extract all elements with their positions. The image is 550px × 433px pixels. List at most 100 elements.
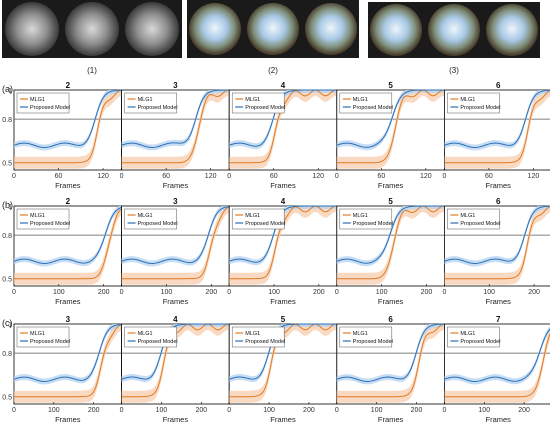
proposed-confidence-band	[336, 206, 445, 267]
x-tick-label: 0	[227, 173, 231, 180]
panel-title: 5	[388, 82, 393, 90]
mlg1-confidence-band	[121, 206, 230, 285]
mlg1-confidence-band	[336, 206, 445, 285]
proposed-model-line	[121, 206, 230, 264]
x-tick-label: 200	[205, 289, 217, 296]
fisheye-image	[65, 2, 119, 56]
x-axis-label: Frames	[270, 415, 296, 424]
legend-entry-mlg1: MLG1	[138, 213, 153, 219]
x-tick-label: 200	[88, 407, 100, 414]
x-tick-label: 60	[377, 173, 385, 180]
x-tick-label: 200	[303, 407, 315, 414]
panel: 5 MLG1 Proposed Model 0 60 120 Frames	[335, 82, 445, 190]
proposed-confidence-band	[14, 206, 122, 267]
row-label: (b)	[2, 200, 13, 210]
legend-entry-proposed: Proposed Model	[460, 339, 500, 345]
x-axis-label: Frames	[485, 181, 511, 190]
x-tick-label: 0	[442, 407, 446, 414]
x-tick-label: 100	[478, 407, 490, 414]
proposed-confidence-band	[444, 326, 550, 385]
x-tick-label: 0	[227, 289, 231, 296]
proposed-confidence-band	[14, 90, 122, 151]
legend-entry-proposed: Proposed Model	[353, 221, 393, 227]
x-axis-label: Frames	[55, 415, 81, 424]
x-axis-label: Frames	[485, 297, 511, 306]
legend: MLG1 Proposed Model	[339, 326, 393, 348]
legend-entry-proposed: Proposed Model	[30, 339, 70, 345]
fisheye-image	[247, 3, 299, 55]
mlg1-confidence-band	[336, 90, 445, 169]
x-axis-label: Frames	[485, 415, 511, 424]
x-axis-label: Frames	[378, 181, 404, 190]
mlg1-confidence-band	[444, 328, 550, 403]
legend: MLG1 Proposed Model	[16, 92, 70, 114]
legend-entry-proposed: Proposed Model	[30, 221, 70, 227]
x-tick-label: 0	[442, 289, 446, 296]
x-tick-label: 100	[48, 407, 60, 414]
proposed-confidence-band	[444, 90, 550, 151]
panel: 6 MLG1 Proposed Model 0 60 120 Frames	[442, 82, 550, 190]
x-tick-label: 0	[120, 289, 124, 296]
panel: 5 MLG1 Proposed Model 0 100 200 Frames	[227, 315, 338, 424]
mlg1-line	[14, 208, 122, 280]
legend-box	[124, 326, 177, 348]
x-tick-label: 100	[483, 289, 495, 296]
mlg1-confidence-band	[14, 324, 122, 403]
x-tick-label: 0	[227, 407, 231, 414]
panel: 3 MLG1 Proposed Model 0 100 200 Frames	[12, 315, 122, 424]
legend-entry-mlg1: MLG1	[353, 213, 368, 219]
legend-entry-mlg1: MLG1	[245, 97, 260, 103]
panel-title: 4	[281, 82, 286, 90]
x-tick-label: 0	[12, 289, 16, 296]
legend-box	[339, 208, 393, 230]
proposed-model-line	[121, 323, 230, 380]
panel: 3 MLG1 Proposed Model 0 60 120 Frames	[120, 82, 230, 190]
thumbnail-group-label: (1)	[87, 66, 97, 75]
y-tick-label: 1	[8, 88, 12, 95]
proposed-model-line	[13, 89, 122, 148]
x-axis-label: Frames	[270, 297, 296, 306]
x-tick-label: 120	[420, 173, 432, 180]
proposed-confidence-band	[444, 206, 550, 267]
x-tick-label: 0	[335, 173, 339, 180]
panel: 4 MLG1 Proposed Model 0 100 200 Frames	[227, 197, 338, 306]
x-tick-label: 200	[313, 289, 325, 296]
mlg1-confidence-band	[14, 206, 122, 285]
x-tick-label: 200	[421, 289, 433, 296]
proposed-confidence-band	[336, 90, 445, 151]
mlg1-confidence-band	[121, 324, 230, 403]
proposed-confidence-band	[14, 324, 122, 385]
mlg1-line	[14, 89, 122, 164]
panel: 4 MLG1 Proposed Model 0 100 200 Frames	[120, 315, 230, 424]
x-tick-label: 60	[162, 173, 170, 180]
x-axis-label: Frames	[55, 181, 81, 190]
legend-box	[231, 326, 285, 348]
y-tick-label: 0.5	[2, 277, 12, 284]
x-axis-label: Frames	[163, 415, 189, 424]
x-tick-label: 100	[376, 289, 388, 296]
legend-box	[16, 92, 70, 114]
thumbnail-group-3: (3)	[368, 2, 540, 75]
legend-box	[447, 92, 500, 114]
proposed-confidence-band	[121, 324, 230, 383]
fisheye-image	[305, 3, 357, 55]
legend-entry-mlg1: MLG1	[460, 97, 475, 103]
panel: 6 MLG1 Proposed Model 0 100 200 Frames	[442, 197, 550, 306]
mlg1-confidence-band	[229, 324, 337, 403]
legend-entry-mlg1: MLG1	[138, 331, 153, 337]
legend: MLG1 Proposed Model	[447, 92, 500, 114]
x-axis-label: Frames	[163, 297, 189, 306]
fisheye-image	[125, 2, 179, 56]
proposed-model-line	[13, 323, 122, 382]
legend-entry-proposed: Proposed Model	[30, 105, 70, 111]
panel: 5 MLG1 Proposed Model 0 100 200 Frames	[335, 197, 445, 306]
thumbnail-group-1: (1)	[2, 0, 182, 75]
x-tick-label: 60	[55, 173, 63, 180]
x-tick-label: 100	[53, 289, 65, 296]
x-axis-label: Frames	[163, 181, 189, 190]
x-tick-label: 120	[528, 173, 540, 180]
panel-title: 6	[496, 197, 501, 206]
legend-box	[231, 92, 285, 114]
legend-entry-proposed: Proposed Model	[138, 339, 178, 345]
